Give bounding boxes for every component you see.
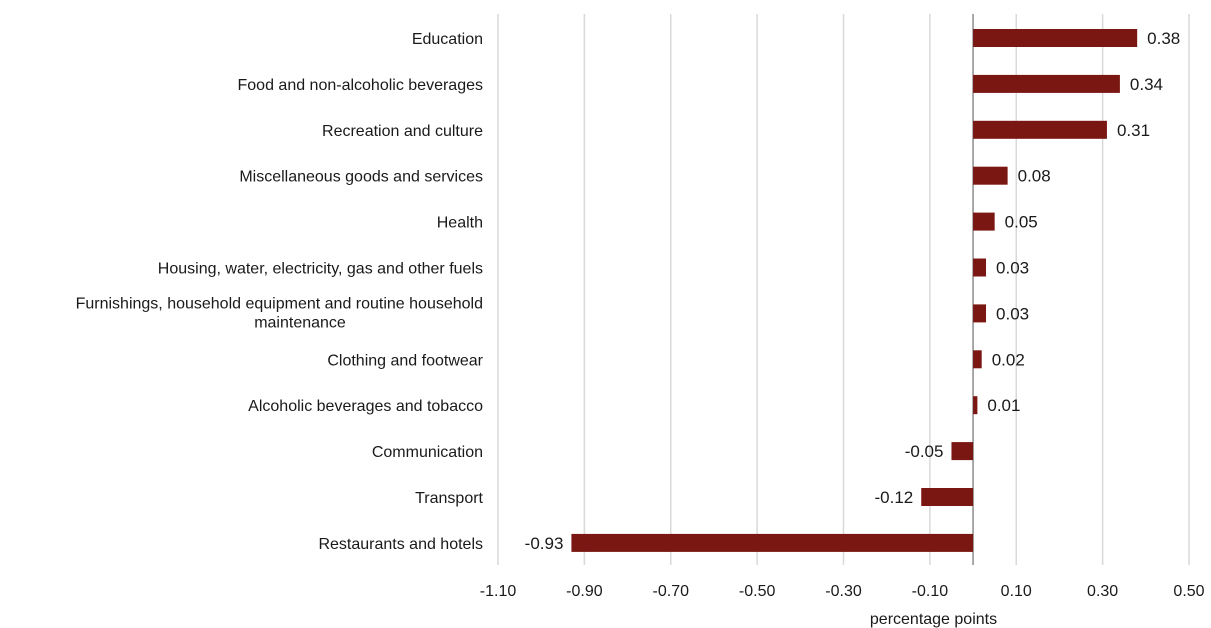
data-label: 0.02 xyxy=(992,350,1025,369)
bar xyxy=(973,304,987,323)
data-label: 0.34 xyxy=(1130,75,1163,94)
x-tick-label: -1.10 xyxy=(480,583,517,600)
category-label: Food and non-alcoholic beverages xyxy=(238,77,484,94)
x-tick-label: 0.30 xyxy=(1087,583,1118,600)
bars xyxy=(571,29,1138,552)
category-label: Education xyxy=(412,31,483,48)
data-label: -0.93 xyxy=(525,534,564,553)
bar xyxy=(973,258,987,277)
labels: -1.10 -0.90 -0.70 -0.50 -0.30 -0.10 0.10 0.30 0.… xyxy=(76,29,1205,600)
data-label: -0.05 xyxy=(905,442,944,461)
data-label: 0.08 xyxy=(1018,167,1051,186)
x-tick-label: -0.90 xyxy=(566,583,603,600)
category-label: Transport xyxy=(415,490,483,507)
x-tick-label: -0.10 xyxy=(912,583,949,600)
bar xyxy=(973,396,978,415)
category-label: Furnishings, household equipment and rou… xyxy=(76,295,483,331)
data-label: 0.05 xyxy=(1005,213,1038,232)
category-label: Health xyxy=(437,215,483,232)
category-label: Alcoholic beverages and tobacco xyxy=(248,398,483,415)
data-label: -0.12 xyxy=(874,488,913,507)
bar xyxy=(973,212,995,231)
data-label: 0.38 xyxy=(1147,29,1180,48)
x-tick-label: 0.10 xyxy=(1001,583,1032,600)
x-tick-label: -0.70 xyxy=(653,583,690,600)
bar xyxy=(973,350,982,369)
data-label: 0.03 xyxy=(996,259,1029,278)
category-label: Communication xyxy=(372,444,483,461)
bar xyxy=(571,533,974,552)
category-label: Recreation and culture xyxy=(322,123,483,140)
bar xyxy=(973,29,1138,47)
gridlines xyxy=(497,14,1190,565)
bar xyxy=(973,120,1107,139)
category-label: Miscellaneous goods and services xyxy=(239,169,483,186)
bar xyxy=(973,166,1008,185)
x-tick-label: 0.50 xyxy=(1173,583,1204,600)
category-label: Housing, water, electricity, gas and oth… xyxy=(158,261,483,278)
data-label: 0.01 xyxy=(987,396,1020,415)
x-axis-title: percentage points xyxy=(870,611,997,628)
bar xyxy=(973,74,1120,93)
category-label: Clothing and footwear xyxy=(327,352,483,369)
x-tick-label: -0.30 xyxy=(825,583,862,600)
bar xyxy=(951,442,974,461)
data-label: 0.31 xyxy=(1117,121,1150,140)
x-tick-label: -0.50 xyxy=(739,583,776,600)
bar xyxy=(921,488,974,506)
category-label: Restaurants and hotels xyxy=(318,536,483,553)
data-label: 0.03 xyxy=(996,304,1029,323)
